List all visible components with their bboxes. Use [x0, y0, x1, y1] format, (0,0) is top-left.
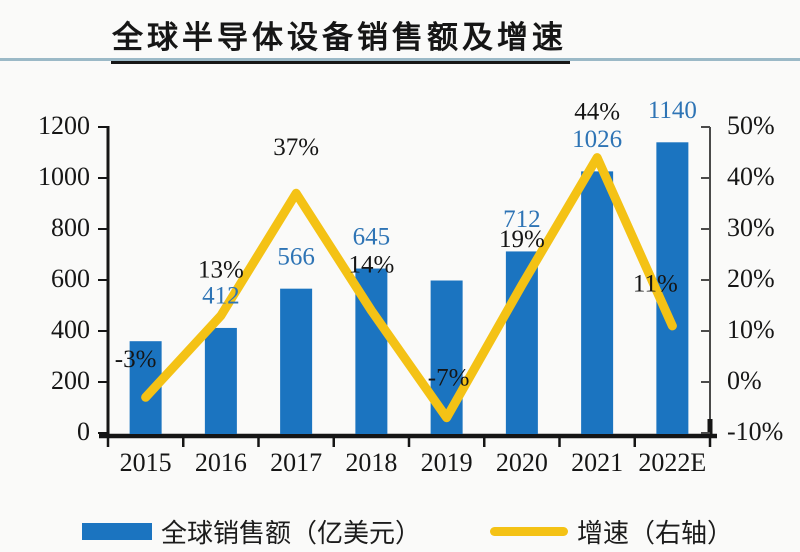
x-axis-category-label: 2019: [421, 448, 473, 477]
left-axis-tick-label: 200: [51, 366, 90, 395]
x-axis-category-label: 2022E: [638, 448, 706, 477]
growth-pct-label: -3%: [115, 346, 157, 373]
bar-2022E: [656, 142, 689, 435]
growth-pct-label: -7%: [428, 364, 470, 391]
legend-line-swatch: [490, 526, 568, 536]
legend-item-growth: 增速（右轴）: [490, 514, 733, 548]
bar-value-label: 712: [503, 206, 541, 233]
growth-pct-label: 14%: [348, 251, 394, 278]
bar-value-label: 412: [202, 283, 240, 310]
left-axis-tick-label: 1000: [38, 162, 90, 191]
growth-line: [141, 153, 677, 423]
left-axis-tick-label: 400: [51, 315, 90, 344]
bar-value-label: 1140: [648, 97, 697, 124]
bar-2017: [280, 288, 313, 434]
bar-2021: [581, 171, 614, 434]
right-axis-tick-label: 0%: [727, 366, 762, 395]
left-axis-tick-label: 1200: [38, 111, 90, 140]
growth-pct-label: 44%: [574, 98, 620, 125]
title-underline-rule: [0, 58, 800, 61]
legend-item-sales: 全球销售额（亿美元）: [82, 514, 421, 548]
right-axis-tick-label: 10%: [727, 315, 775, 344]
x-axis-category-label: 2021: [571, 448, 623, 477]
bar-value-label: 645: [353, 223, 391, 250]
left-axis-tick-label: 600: [51, 264, 90, 293]
growth-pct-label: 37%: [273, 134, 319, 161]
growth-pct-label: 19%: [499, 226, 545, 253]
chart-title: 全球半导体设备销售额及增速: [111, 12, 570, 64]
right-axis-tick-label: 50%: [727, 111, 775, 140]
right-axis-tick-label: 20%: [727, 264, 775, 293]
growth-pct-label: 11%: [633, 271, 678, 298]
right-axis-tick-label: -10%: [727, 417, 783, 446]
legend-bar-swatch: [82, 522, 152, 540]
x-axis-category-label: 2020: [496, 448, 548, 477]
right-axis-tick-label: 30%: [727, 213, 775, 242]
legend-label-growth: 增速（右轴）: [577, 517, 734, 548]
x-axis-category-label: 2015: [120, 448, 172, 477]
left-axis-tick-label: 800: [51, 213, 90, 242]
bar-value-label: 566: [277, 243, 315, 270]
x-axis-category-label: 2018: [345, 448, 397, 477]
x-axis-category-label: 2016: [195, 448, 247, 477]
x-axis-category-label: 2017: [270, 448, 322, 477]
left-axis-tick-label: 0: [77, 417, 90, 446]
bar-value-label: 1026: [572, 126, 622, 153]
right-axis-tick-label: 40%: [727, 162, 775, 191]
legend-label-sales: 全球销售额（亿美元）: [161, 517, 422, 548]
growth-pct-label: 13%: [198, 256, 244, 283]
bar-2016: [204, 327, 237, 434]
